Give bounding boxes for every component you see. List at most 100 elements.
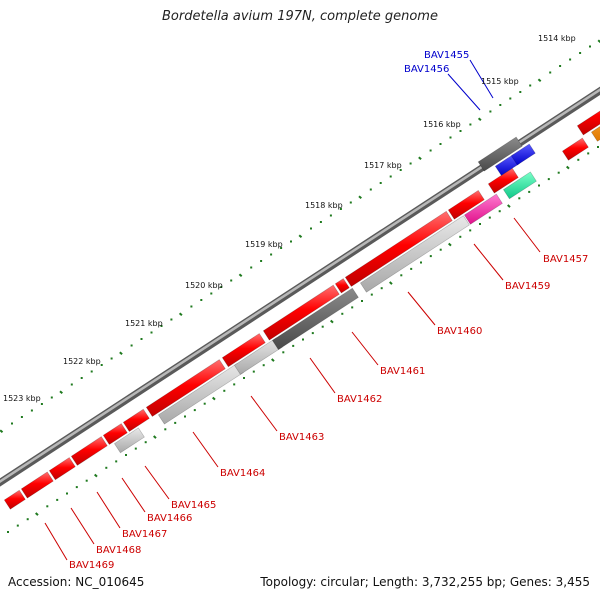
- gene-label-bav1469: BAV1469: [69, 560, 114, 571]
- outer-minor-tick: [90, 370, 93, 373]
- inner-minor-tick: [547, 178, 550, 181]
- leader-bav1463: [250, 395, 278, 432]
- outer-minor-tick: [549, 71, 552, 74]
- inner-minor-tick: [351, 306, 354, 309]
- outer-major-tick: [0, 429, 4, 434]
- gene-bav1463-a: [221, 333, 266, 368]
- inner-minor-tick: [577, 158, 580, 161]
- inner-minor-tick: [479, 223, 481, 225]
- inner-minor-tick: [282, 351, 285, 354]
- inner-major-tick: [271, 358, 275, 362]
- gene-label-bav1463: BAV1463: [279, 432, 324, 443]
- inner-minor-tick: [488, 216, 491, 219]
- outer-minor-tick: [150, 331, 153, 334]
- inner-minor-tick: [597, 146, 599, 148]
- inner-minor-tick: [252, 370, 255, 373]
- gene-labels: BAV1455 BAV1456 BAV1457 BAV1459 BAV1460 …: [69, 50, 588, 571]
- inner-minor-tick: [174, 421, 177, 424]
- gene-bav1456-a: [494, 154, 520, 176]
- inner-minor-tick: [66, 492, 68, 495]
- gene-bav1457: [502, 171, 537, 200]
- outer-minor-tick: [399, 169, 402, 171]
- gene-bav1462: [271, 287, 359, 351]
- outer-major-tick: [477, 117, 482, 122]
- gene-bav1469: [3, 489, 26, 510]
- outer-minor-tick: [11, 422, 13, 425]
- inner-major-tick: [566, 165, 570, 170]
- leader-bav1460: [407, 291, 436, 326]
- inner-minor-tick: [400, 274, 403, 277]
- inner-major-tick: [153, 435, 157, 439]
- tick-label-1517: 1517 kbp: [364, 161, 402, 170]
- outer-minor-tick: [190, 305, 193, 308]
- leader-bav1467: [96, 491, 121, 529]
- inner-minor-tick: [134, 447, 137, 450]
- inner-minor-tick: [233, 383, 236, 386]
- outer-minor-tick: [270, 253, 273, 256]
- inner-minor-tick: [380, 287, 383, 290]
- leader-bav1469: [44, 522, 68, 561]
- leader-bav1455: [469, 59, 494, 99]
- gene-bav1456-b: [510, 143, 536, 166]
- outer-minor-tick: [489, 110, 492, 113]
- accession-text: Accession: NC_010645: [8, 575, 145, 589]
- gene-bav1459: [463, 193, 503, 225]
- gene-bav1459-a: [447, 189, 485, 220]
- inner-minor-tick: [292, 344, 295, 347]
- inner-tick-row: [7, 146, 599, 533]
- gene-label-bav1465: BAV1465: [171, 500, 216, 511]
- map-title: Bordetella avium 197N, complete genome: [162, 9, 438, 24]
- inner-minor-tick: [498, 210, 501, 213]
- outer-minor-tick: [339, 208, 342, 210]
- outer-minor-tick: [379, 182, 382, 184]
- outer-minor-tick: [290, 240, 292, 243]
- tick-label-1515: 1515 kbp: [481, 77, 519, 86]
- inner-major-tick: [212, 396, 216, 401]
- outer-minor-tick: [280, 247, 283, 249]
- gene-orange-right: [590, 126, 600, 142]
- gene-label-bav1467: BAV1467: [122, 529, 167, 540]
- outer-minor-tick: [509, 97, 512, 100]
- inner-minor-tick: [75, 486, 78, 489]
- outer-minor-tick: [579, 52, 582, 54]
- leader-bav1466: [121, 477, 146, 513]
- inner-minor-tick: [105, 466, 108, 469]
- outer-minor-tick: [30, 409, 33, 412]
- inner-minor-tick: [557, 171, 560, 174]
- outer-minor-tick: [220, 286, 223, 288]
- gene-bav1464-b: [157, 362, 244, 425]
- gene-bav1464: [145, 359, 226, 417]
- inner-minor-tick: [518, 197, 521, 200]
- tick-labels: 1514 kbp 1515 kbp 1516 kbp 1517 kbp 1518…: [3, 34, 576, 403]
- inner-minor-tick: [370, 293, 373, 296]
- inner-minor-tick: [16, 524, 19, 527]
- inner-minor-tick: [193, 409, 196, 412]
- outer-minor-tick: [200, 299, 203, 301]
- outer-minor-tick: [210, 292, 213, 295]
- outer-minor-tick: [310, 227, 312, 230]
- genome-summary-text: Topology: circular; Length: 3,732,255 bp…: [260, 575, 590, 589]
- outer-minor-tick: [389, 175, 392, 178]
- leader-bav1468: [70, 507, 95, 545]
- tick-label-1520: 1520 kbp: [185, 281, 223, 290]
- gene-bav1461-a: [334, 278, 350, 294]
- leader-bav1457: [513, 217, 541, 253]
- inner-minor-tick: [528, 190, 531, 193]
- gene-label-bav1459: BAV1459: [505, 281, 550, 292]
- gene-features: [3, 110, 600, 510]
- gene-label-bav1464: BAV1464: [220, 468, 265, 479]
- outer-tick-row: [0, 39, 600, 434]
- inner-minor-tick: [184, 415, 186, 418]
- inner-minor-tick: [144, 441, 147, 444]
- inner-minor-tick: [341, 312, 344, 315]
- gene-red-small-right: [561, 137, 589, 161]
- outer-minor-tick: [409, 162, 412, 165]
- outer-minor-tick: [349, 201, 352, 204]
- inner-minor-tick: [469, 229, 472, 232]
- outer-minor-tick: [50, 396, 53, 399]
- outer-minor-tick: [519, 91, 522, 93]
- outer-minor-tick: [260, 260, 263, 262]
- outer-major-tick: [59, 390, 63, 395]
- gene-bav1460-a: [344, 210, 453, 287]
